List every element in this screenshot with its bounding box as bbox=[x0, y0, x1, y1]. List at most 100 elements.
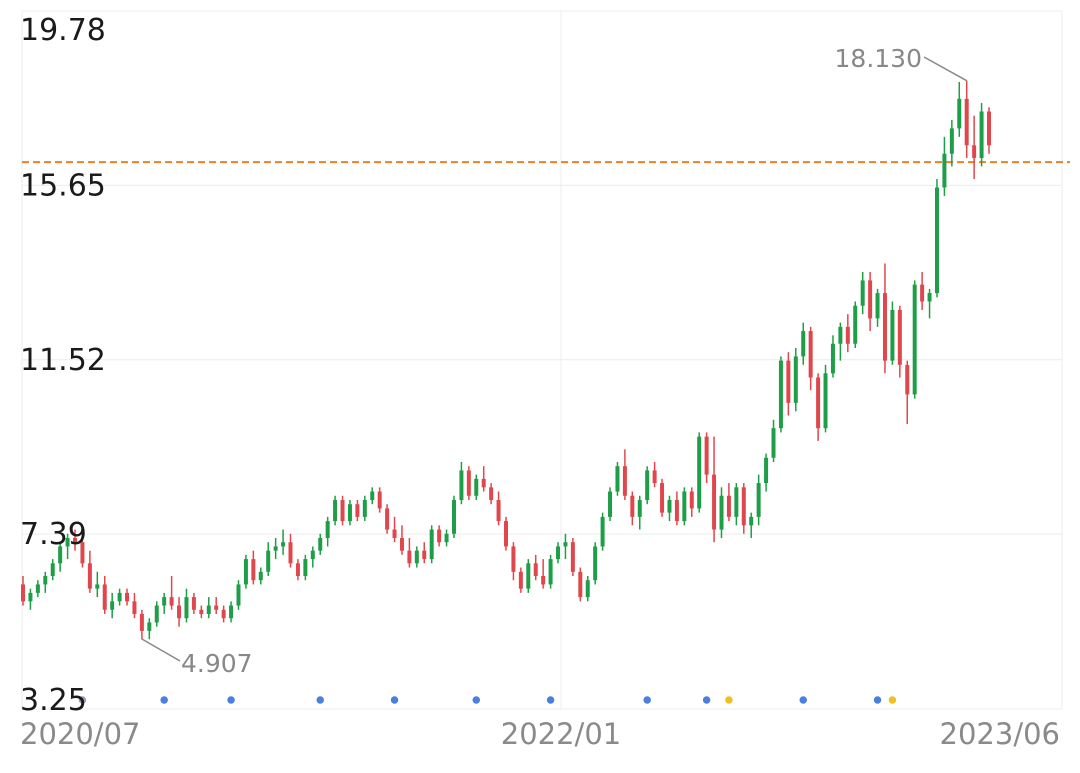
candle-body bbox=[823, 373, 828, 429]
candle-body bbox=[504, 521, 508, 547]
candle-body bbox=[221, 609, 226, 619]
candle-body bbox=[726, 495, 731, 517]
candle-body bbox=[206, 605, 211, 614]
candle-body bbox=[674, 499, 679, 522]
candle-body bbox=[214, 605, 219, 610]
candle-body bbox=[838, 326, 843, 344]
candle-body bbox=[563, 542, 568, 547]
candle-body bbox=[243, 559, 248, 585]
candle-body bbox=[310, 550, 315, 560]
candle-body bbox=[362, 499, 367, 517]
candle-body bbox=[875, 293, 880, 319]
candle-body bbox=[407, 550, 412, 564]
candle-body bbox=[58, 546, 63, 564]
candle-body bbox=[793, 356, 798, 403]
candle-body bbox=[786, 360, 791, 403]
candle-body bbox=[295, 563, 300, 576]
candle-body bbox=[697, 436, 702, 509]
event-marker bbox=[389, 694, 400, 706]
x-tick-label: 2020/07 bbox=[20, 717, 140, 751]
candle-body bbox=[125, 592, 130, 602]
candle-body bbox=[704, 436, 709, 475]
candle-body bbox=[325, 521, 330, 538]
candle-body bbox=[318, 537, 323, 551]
candle-body bbox=[533, 563, 538, 576]
candle-body bbox=[972, 145, 977, 158]
y-axis: 19.78 15.65 11.52 7.39 3.25 bbox=[20, 13, 106, 718]
candle-body bbox=[481, 478, 486, 488]
x-tick-label: 2022/01 bbox=[501, 717, 621, 751]
candle-body bbox=[771, 428, 776, 458]
candle-body bbox=[392, 529, 397, 538]
candle-body bbox=[942, 153, 947, 188]
candle-body bbox=[414, 550, 419, 564]
candle-body bbox=[957, 98, 962, 129]
candle-body bbox=[117, 592, 122, 602]
candle-body bbox=[147, 622, 152, 631]
candle-body bbox=[548, 559, 553, 585]
candle-body bbox=[987, 111, 991, 146]
candle-body bbox=[385, 508, 390, 530]
candle-body bbox=[756, 483, 761, 517]
candle-body bbox=[912, 284, 917, 395]
candle-body bbox=[177, 605, 182, 619]
candle-body bbox=[652, 470, 657, 484]
candle-body bbox=[162, 597, 167, 606]
x-tick-label: 2023/06 bbox=[940, 717, 1060, 751]
candle-body bbox=[422, 550, 427, 560]
candle-body bbox=[466, 470, 471, 496]
candle-body bbox=[139, 613, 144, 631]
min-leader-line bbox=[141, 638, 181, 662]
candle-body bbox=[570, 542, 575, 572]
candle-body bbox=[251, 559, 256, 581]
candle-body bbox=[526, 563, 531, 589]
y-tick-label: 7.39 bbox=[20, 517, 87, 552]
candle-body bbox=[920, 284, 925, 302]
candle-body bbox=[890, 309, 895, 361]
candle-body bbox=[518, 571, 523, 589]
candle-body bbox=[191, 597, 196, 610]
candle-body bbox=[845, 326, 850, 344]
candle-body bbox=[511, 546, 516, 572]
candle-body bbox=[21, 584, 25, 602]
candle-body bbox=[258, 571, 263, 581]
candle-body bbox=[303, 559, 308, 576]
candle-body bbox=[474, 478, 479, 496]
candle-body bbox=[927, 293, 932, 302]
candle-body bbox=[236, 584, 241, 606]
candles bbox=[21, 80, 991, 640]
candle-body bbox=[541, 575, 546, 585]
candle-body bbox=[429, 529, 434, 560]
event-marker bbox=[701, 694, 712, 706]
candle-body bbox=[444, 533, 449, 543]
event-marker bbox=[471, 694, 482, 706]
candle-body bbox=[87, 563, 92, 589]
candle-body bbox=[667, 499, 672, 513]
max-leader-line bbox=[923, 56, 968, 82]
event-marker bbox=[545, 694, 556, 706]
event-marker bbox=[77, 694, 88, 706]
candle-body bbox=[355, 504, 360, 517]
candle-body bbox=[816, 377, 821, 429]
candle-body bbox=[281, 542, 286, 547]
candle-body bbox=[437, 529, 442, 543]
annotations: 18.130 4.907 bbox=[141, 44, 968, 678]
candle-body bbox=[979, 111, 984, 158]
event-marker bbox=[314, 694, 326, 706]
candle-body bbox=[578, 571, 583, 598]
max-label: 18.130 bbox=[835, 44, 922, 73]
candle-body bbox=[630, 495, 635, 517]
candle-body bbox=[964, 98, 969, 146]
candle-body bbox=[95, 584, 100, 589]
candle-body bbox=[853, 305, 858, 344]
candle-body bbox=[689, 491, 694, 509]
candle-body bbox=[399, 537, 404, 551]
candle-body bbox=[556, 546, 561, 560]
candle-body bbox=[637, 499, 642, 517]
candle-body bbox=[622, 466, 627, 496]
y-tick-label: 19.78 bbox=[20, 13, 106, 48]
candle-body bbox=[229, 605, 234, 619]
candle-body bbox=[734, 487, 739, 517]
candle-body bbox=[273, 546, 278, 551]
